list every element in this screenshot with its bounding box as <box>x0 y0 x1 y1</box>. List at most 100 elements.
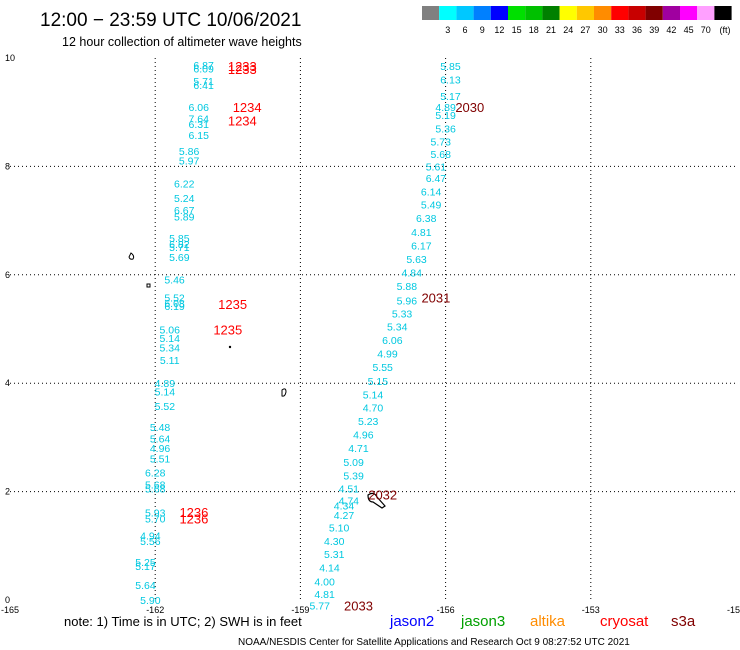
wave-height-point: 5.68 <box>431 149 452 161</box>
pass-time-label: 1234 <box>228 113 257 128</box>
wave-height-point: 6.22 <box>174 179 195 191</box>
wave-height-point: 5.14 <box>160 333 181 345</box>
wave-height-point: 5.97 <box>179 155 200 167</box>
pass-time-label: 2033 <box>344 598 373 613</box>
wave-height-point: 4.96 <box>353 430 374 442</box>
wave-height-point: 5.23 <box>358 416 379 428</box>
legend-swatch <box>697 6 715 20</box>
wave-height-point: 4.70 <box>363 403 384 415</box>
wave-height-point: 5.90 <box>140 595 161 607</box>
legend-label: 39 <box>649 25 659 35</box>
legend-swatch <box>490 6 508 20</box>
wave-height-point: 5.17 <box>135 561 156 573</box>
y-tick-label: 0 <box>5 595 10 605</box>
wave-height-point: 5.25 <box>135 557 156 569</box>
wave-height-point: 5.09 <box>343 457 364 469</box>
legend-label: 12 <box>494 25 504 35</box>
wave-height-point: 5.71 <box>169 242 190 254</box>
wave-height-point: 5.85 <box>440 61 461 73</box>
axes: -165 -162 -159 -156 -153 -150 0 2 4 6 8 10 <box>1 53 740 615</box>
wave-height-point: 6.28 <box>145 468 166 480</box>
pass-time-label: 1233 <box>228 62 257 77</box>
wave-height-point: 5.34 <box>387 321 408 333</box>
wave-height-point: 4.71 <box>348 443 369 455</box>
legend-swatch <box>714 6 732 20</box>
wave-height-point: 6.67 <box>174 205 195 217</box>
wave-height-points: 6.876.095.716.416.067.646.316.155.865.97… <box>135 60 461 612</box>
wave-height-point: 6.38 <box>416 213 437 225</box>
legend-swatch <box>628 6 646 20</box>
mission-s3a: s3a <box>671 613 696 630</box>
island-outline <box>128 252 135 260</box>
wave-height-point: 5.56 <box>140 536 161 548</box>
wave-height-point: 5.10 <box>329 522 350 534</box>
wave-height-point: 5.11 <box>160 355 180 367</box>
x-tick-label: -153 <box>582 605 600 615</box>
wave-height-point: 5.68 <box>145 483 166 495</box>
wave-height-point: 6.06 <box>189 102 210 114</box>
footer-credit: NOAA/NESDIS Center for Satellite Applica… <box>238 637 630 648</box>
x-tick-label: -156 <box>437 605 455 615</box>
wave-height-point: 6.19 <box>164 301 185 313</box>
legend-swatch <box>576 6 594 20</box>
pass-time-label: 2032 <box>368 487 397 502</box>
legend-swatch <box>559 6 577 20</box>
wave-height-point: 4.94 <box>140 531 161 543</box>
wave-height-point: 5.51 <box>150 454 171 466</box>
legend-label: 21 <box>546 25 556 35</box>
legend-label: 3 <box>445 25 450 35</box>
legend-label: 15 <box>512 25 522 35</box>
wave-height-point: 6.14 <box>421 186 442 198</box>
wave-height-point: 5.71 <box>193 76 214 88</box>
legend-swatch <box>525 6 543 20</box>
wave-height-point: 4.89 <box>435 102 456 114</box>
pass-time-label: 1233 <box>228 59 257 74</box>
wave-height-point: 4.14 <box>319 562 340 574</box>
wave-height-point: 4.99 <box>377 348 398 360</box>
legend-label: 30 <box>598 25 608 35</box>
island-outline <box>281 388 287 397</box>
coastline <box>128 252 386 509</box>
wave-height-point: 4.81 <box>411 227 432 239</box>
legend-swatch <box>542 6 560 20</box>
x-tick-label: -165 <box>1 605 19 615</box>
wave-height-point: 5.48 <box>150 422 171 434</box>
wave-height-point: 5.36 <box>435 123 456 135</box>
legend-label: 6 <box>462 25 467 35</box>
wave-height-point: 4.81 <box>314 589 335 601</box>
wave-height-point: 5.31 <box>324 549 345 561</box>
mission-cryosat: cryosat <box>600 613 649 630</box>
pass-time-label: 1234 <box>233 100 262 115</box>
wave-height-point: 5.89 <box>174 211 195 223</box>
wave-height-point: 6.82 <box>169 239 190 251</box>
wave-height-point: 5.88 <box>397 281 418 293</box>
chart-title: 12:00 − 23:59 UTC 10/06/2021 <box>40 10 301 31</box>
wave-height-point: 5.77 <box>310 600 331 612</box>
wave-height-point: 5.06 <box>160 325 181 337</box>
wave-height-point: 5.69 <box>169 252 190 264</box>
y-tick-label: 4 <box>5 378 10 388</box>
legend-label: 42 <box>666 25 676 35</box>
legend-label: 33 <box>615 25 625 35</box>
wave-height-point: 5.39 <box>343 470 364 482</box>
wave-height-point: 6.09 <box>193 63 214 75</box>
wave-height-point: 5.70 <box>145 514 166 526</box>
legend-swatch <box>422 6 440 20</box>
wave-height-point: 5.96 <box>397 295 418 307</box>
legend-swatch <box>680 6 698 20</box>
mission-altika: altika <box>530 613 566 630</box>
wave-height-point: 6.13 <box>440 75 461 87</box>
pass-time-label: 1235 <box>218 297 247 312</box>
wave-height-point: 6.31 <box>189 119 210 131</box>
y-tick-label: 8 <box>5 161 10 171</box>
wave-height-point: 5.34 <box>160 342 181 354</box>
wave-height-point: 5.52 <box>155 401 176 413</box>
x-tick-label: -150 <box>727 605 740 615</box>
wave-height-point: 4.74 <box>339 495 360 507</box>
wave-height-point: 5.19 <box>435 110 456 122</box>
wave-height-point: 5.93 <box>145 508 166 520</box>
wave-height-point: 4.34 <box>334 501 355 513</box>
x-tick-label: -162 <box>146 605 164 615</box>
wave-height-point: 6.47 <box>426 173 447 185</box>
chart-subtitle: 12 hour collection of altimeter wave hei… <box>62 35 302 49</box>
